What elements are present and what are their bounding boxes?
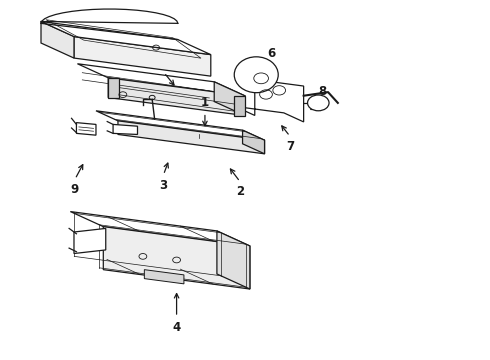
- Polygon shape: [96, 111, 265, 140]
- Text: 9: 9: [71, 183, 79, 196]
- Polygon shape: [113, 125, 138, 134]
- Polygon shape: [243, 130, 265, 154]
- Polygon shape: [41, 22, 74, 58]
- Polygon shape: [217, 231, 250, 289]
- Text: 3: 3: [159, 179, 168, 192]
- Polygon shape: [41, 22, 211, 55]
- Text: 4: 4: [172, 320, 181, 333]
- Polygon shape: [145, 270, 184, 284]
- Text: 2: 2: [236, 185, 244, 198]
- Text: 6: 6: [267, 47, 275, 60]
- Polygon shape: [74, 228, 106, 253]
- Ellipse shape: [234, 57, 278, 93]
- Polygon shape: [77, 64, 245, 96]
- Polygon shape: [108, 78, 245, 116]
- Polygon shape: [71, 212, 250, 246]
- Polygon shape: [76, 123, 96, 135]
- Polygon shape: [234, 96, 245, 116]
- Text: 7: 7: [286, 140, 294, 153]
- Polygon shape: [235, 80, 304, 122]
- Polygon shape: [74, 37, 211, 76]
- Text: 1: 1: [201, 96, 209, 109]
- Polygon shape: [214, 82, 245, 116]
- Polygon shape: [108, 78, 119, 98]
- Polygon shape: [103, 226, 250, 289]
- Text: 8: 8: [318, 85, 326, 98]
- Circle shape: [308, 95, 329, 111]
- Polygon shape: [118, 121, 265, 154]
- Text: 5: 5: [160, 56, 168, 69]
